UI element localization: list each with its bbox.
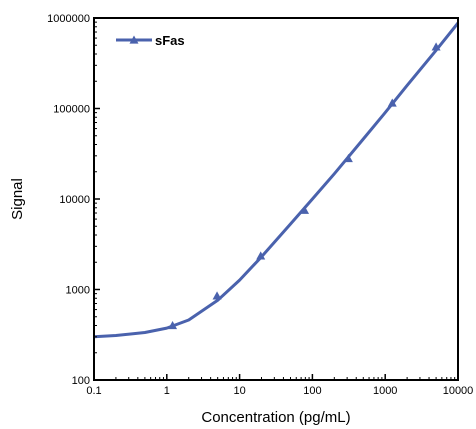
legend-marker: [129, 35, 139, 44]
plot-frame: [93, 17, 459, 381]
data-point-sfas: [300, 205, 310, 214]
x-tick-label: 0.1: [86, 385, 101, 397]
y-tick-label: 1000: [66, 285, 90, 297]
y-tick-label: 1000000: [47, 13, 90, 25]
legend: sFas: [116, 33, 185, 48]
y-tick-label: 10000: [59, 194, 90, 206]
plot-layer: [93, 22, 460, 339]
legend-label-sfas: sFas: [155, 33, 185, 48]
data-point-sfas: [431, 42, 441, 51]
x-tick-label: 1: [164, 385, 170, 397]
data-point-sfas: [343, 154, 353, 163]
y-tick-label: 100: [72, 375, 90, 387]
x-axis-title: Concentration (pg/mL): [201, 409, 350, 426]
x-tick-label: 10: [233, 385, 245, 397]
data-point-sfas: [212, 291, 222, 300]
x-tick-label: 100: [303, 385, 321, 397]
y-axis-title: Signal: [9, 178, 26, 220]
x-tick-label: 10000: [443, 385, 474, 397]
data-point-sfas: [168, 321, 178, 330]
y-tick-label: 100000: [53, 104, 90, 116]
series-line-sfas: [93, 22, 460, 339]
data-point-sfas: [256, 251, 266, 260]
data-point-sfas: [387, 98, 397, 107]
ticks-layer: 0.1 1 10 100 1000 10000 100 1000 10000 100000 1000…: [47, 13, 473, 397]
x-tick-label: 1000: [373, 385, 397, 397]
